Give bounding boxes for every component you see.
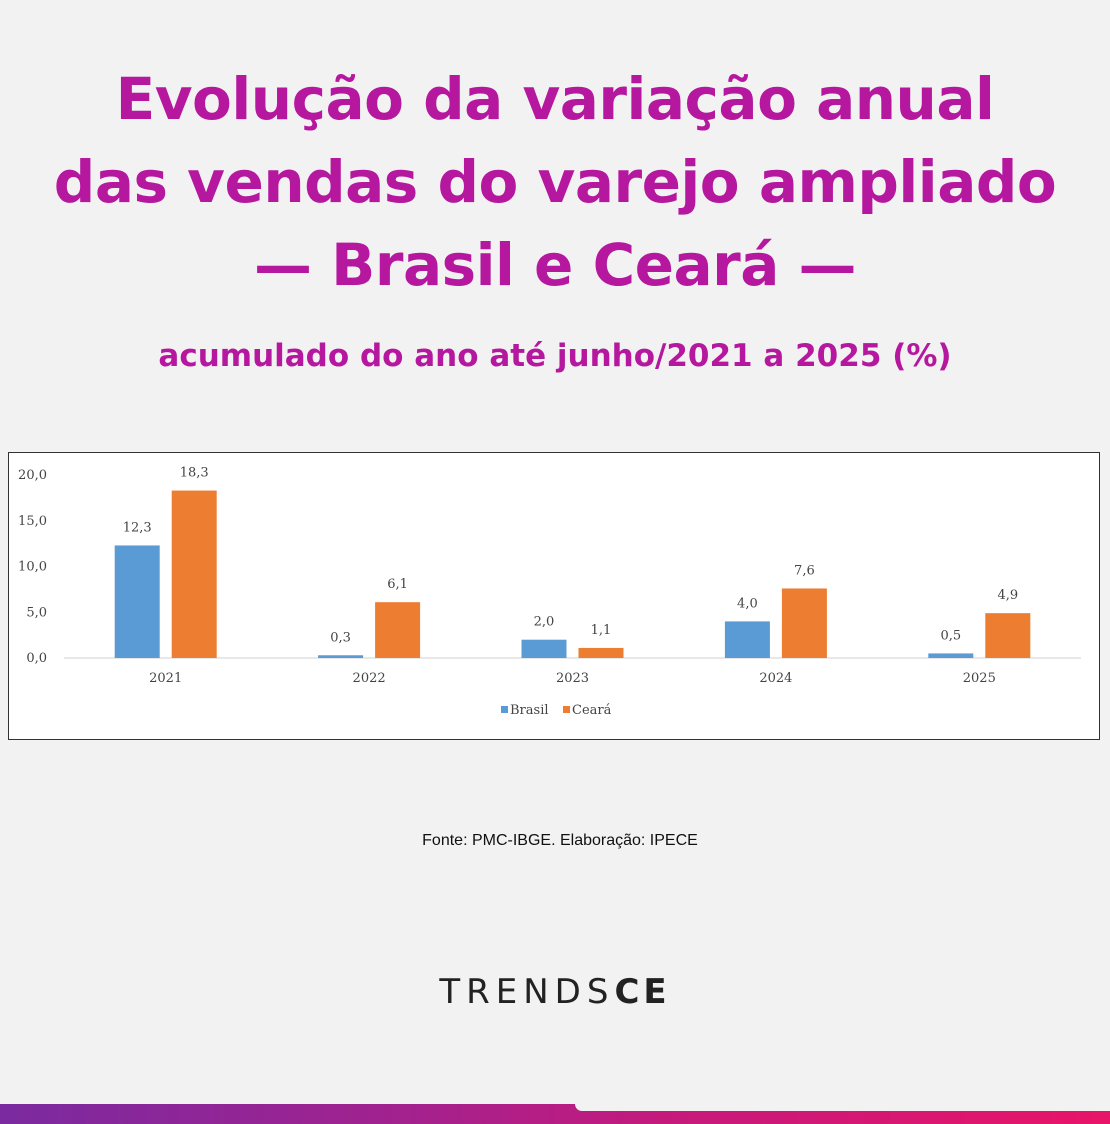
trendsce-logo: TRENDSCE: [0, 972, 1110, 1012]
data-label: 12,3: [123, 520, 152, 535]
legend-label: Brasil: [510, 703, 549, 718]
bar-brasil: [724, 621, 770, 658]
x-tick-label: 2023: [556, 671, 589, 686]
source-note: Fonte: PMC-IBGE. Elaboração: IPECE: [422, 832, 698, 849]
data-label: 4,9: [997, 588, 1018, 603]
data-label: 0,5: [940, 628, 961, 643]
logo-text-ce: CE: [614, 972, 671, 1012]
title-line-2: das vendas do varejo ampliado: [53, 148, 1057, 216]
bar-chart: 0,0 5,0 10,0 15,0 20,0 12,3 18,3 2021 0,3 6,1 2022…: [18, 466, 1081, 718]
data-label: 18,3: [180, 466, 209, 481]
data-label: 4,0: [737, 596, 758, 611]
bar-ceara: [578, 647, 624, 658]
data-label: 2,0: [534, 615, 555, 630]
data-label: 7,6: [794, 563, 815, 578]
data-label: 1,1: [591, 623, 612, 638]
bar-brasil: [114, 545, 160, 658]
title-line-3: — Brasil e Ceará —: [253, 231, 857, 299]
data-label: 0,3: [330, 630, 351, 645]
bar-ceara: [781, 588, 827, 658]
y-tick-label: 0,0: [26, 651, 47, 666]
chart-title: Evolução da variação anual das vendas do…: [0, 58, 1110, 307]
legend-label: Ceará: [572, 703, 612, 718]
y-tick-label: 20,0: [18, 468, 47, 483]
chart-frame: 0,0 5,0 10,0 15,0 20,0 12,3 18,3 2021 0,3 6,1 2022…: [8, 452, 1100, 740]
bar-brasil: [928, 653, 974, 658]
legend-swatch-ceara: [563, 706, 570, 713]
legend-swatch-brasil: [501, 706, 508, 713]
x-tick-label: 2022: [353, 671, 386, 686]
x-tick-label: 2025: [963, 671, 996, 686]
bar-ceara: [375, 602, 421, 658]
title-line-1: Evolução da variação anual: [115, 65, 995, 133]
bar-ceara: [171, 490, 217, 658]
bar-brasil: [521, 639, 567, 658]
chart-subtitle: acumulado do ano até junho/2021 a 2025 (…: [158, 338, 952, 374]
bottom-gradient-bar: [0, 1104, 1110, 1124]
bar-brasil: [318, 655, 364, 658]
x-tick-label: 2024: [759, 671, 792, 686]
y-tick-label: 5,0: [26, 605, 47, 620]
x-tick-label: 2021: [149, 671, 182, 686]
bar-ceara: [985, 613, 1031, 658]
data-label: 6,1: [387, 577, 408, 592]
y-tick-label: 10,0: [18, 560, 47, 575]
logo-text-trends: TRENDS: [439, 972, 615, 1012]
y-tick-label: 15,0: [18, 514, 47, 529]
